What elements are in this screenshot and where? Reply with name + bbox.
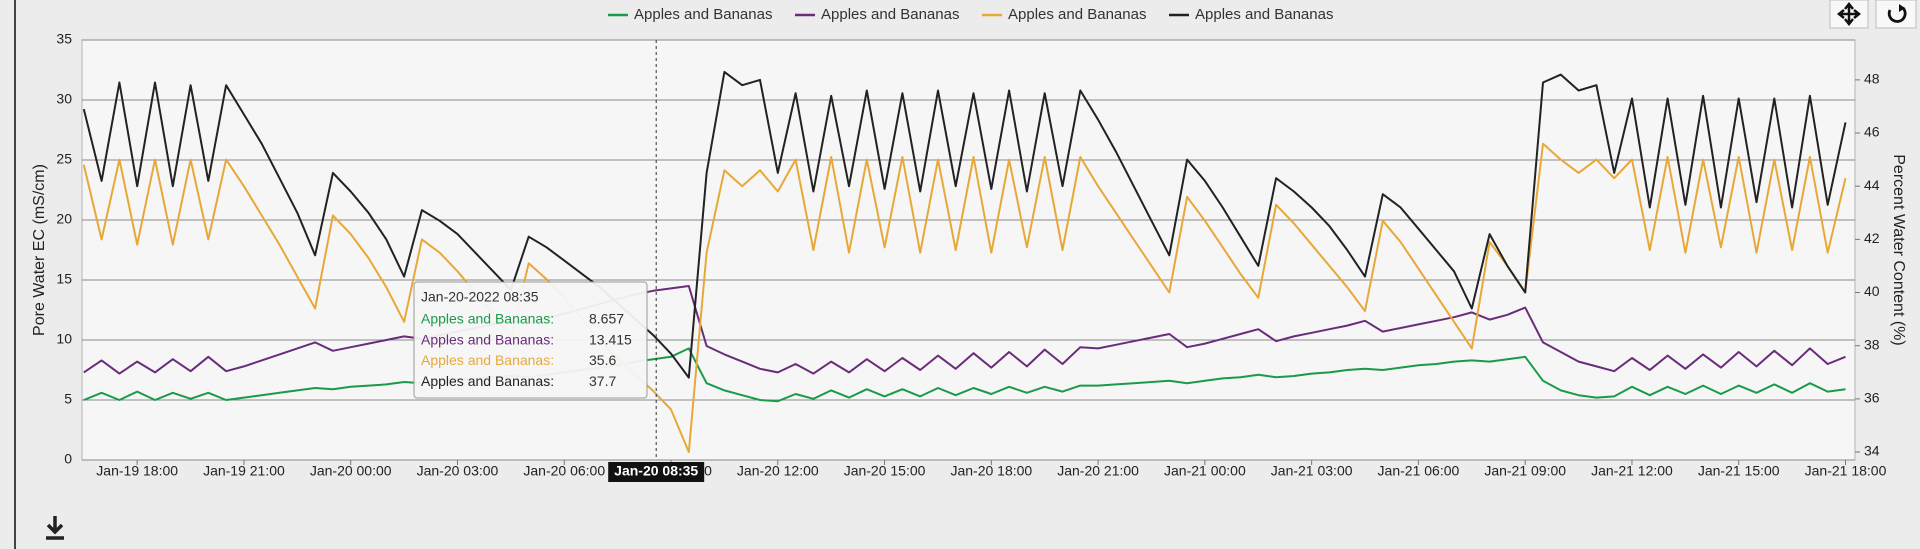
y-tick-label: 15 [56,271,72,287]
x-tick-label: Jan-20 21:00 [1057,463,1139,479]
x-tick-label: Jan-20 12:00 [737,463,819,479]
y-tick-label: 25 [56,151,72,167]
download-button[interactable] [46,516,64,540]
crosshair-label: Jan-20 08:35 [614,463,698,479]
tooltip-value: 8.657 [589,311,624,327]
y2-tick-label: 38 [1864,336,1880,352]
x-tick-label: Jan-20 15:00 [844,463,926,479]
tooltip-series: Apples and Bananas: [421,373,554,389]
x-tick-label: Jan-21 09:00 [1484,463,1566,479]
reset-icon [1887,7,1907,23]
toolbar[interactable] [1829,0,1917,29]
x-tick-label: Jan-20 18:00 [950,463,1032,479]
y2-tick-label: 42 [1864,230,1880,246]
tooltip-series: Apples and Bananas: [421,311,554,327]
x-tick-label: Jan-20 03:00 [417,463,499,479]
x-tick-label: Jan-21 00:00 [1164,463,1246,479]
tooltip-value: 35.6 [589,352,616,368]
y2-tick-label: 40 [1864,283,1880,299]
download-icon [46,516,64,540]
tooltip-layer: Jan-20 08:35 Jan-20-2022 08:35 Apples and … [413,40,705,482]
y-tick-label: 10 [56,331,72,347]
x-tick-label: Jan-20 06:00 [523,463,605,479]
y-tick-label: 0 [64,451,72,467]
y2-tick-label: 36 [1864,390,1880,406]
reset-arrow [1899,4,1905,12]
x-tick-label: Jan-21 12:00 [1591,463,1673,479]
tooltip-value: 37.7 [589,373,616,389]
tooltip-series: Apples and Bananas: [421,352,554,368]
layers: 0 5 10 15 20 25 30 35 34 36 38 40 42 44 46 48 Jan-19 18:… [56,6,1887,482]
y-tick-label: 5 [64,391,72,407]
y-tick-label: 30 [56,91,72,107]
x-tick-label: Jan-21 06:00 [1378,463,1460,479]
tooltip-title: Jan-20-2022 08:35 [421,289,539,305]
legend-label: Apples and Bananas [821,6,959,23]
tooltip-series: Apples and Bananas: [421,331,554,347]
y2-tick-label: 44 [1864,177,1880,193]
y2-axis-title: Percent Water Content (%) [1890,154,1907,345]
x-tick-label: Jan-19 21:00 [203,463,285,479]
y-axis-title: Pore Water EC (mS/cm) [31,164,48,336]
y2-tick-label: 48 [1864,71,1880,87]
tooltip-box [413,281,648,399]
y2-tick-label: 46 [1864,124,1880,140]
x-tick-label: Jan-21 18:00 [1805,463,1887,479]
series-line [83,347,1846,403]
axes: 0 5 10 15 20 25 30 35 34 36 38 40 42 44 46 48 Jan-19 18:… [56,31,1886,479]
legend-label: Apples and Bananas [1008,6,1146,23]
y-tick-label: 35 [56,31,72,47]
reset-button[interactable] [1875,0,1917,29]
x-tick-label: Jan-21 15:00 [1698,463,1780,479]
lines [82,70,1847,453]
x-tick-label: Jan-19 18:00 [96,463,178,479]
tooltip-value: 13.415 [589,331,632,347]
series-line [82,70,1847,379]
series-line [83,285,1846,375]
y2-tick-label: 34 [1864,443,1880,459]
series-line [82,142,1847,453]
pan-icon [1836,1,1862,27]
x-tick-label: Jan-20 00:00 [310,463,392,479]
crosshair-label-bg [608,462,705,482]
y-tick-label: 20 [56,211,72,227]
legend-label: Apples and Bananas [634,6,772,23]
legend-label: Apples and Bananas [1195,6,1333,23]
x-tick-label: Jan-21 03:00 [1271,463,1353,479]
grid [82,39,1855,461]
legend: Apples and Bananas Apples and Bananas Appl… [608,6,1333,23]
